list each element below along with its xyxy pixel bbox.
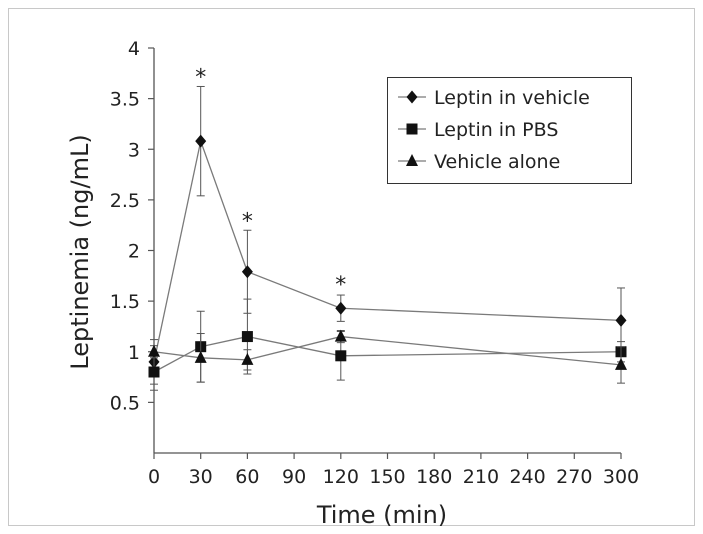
x-tick-label: 120 [323, 466, 359, 488]
x-tick-label: 270 [556, 466, 592, 488]
significance-star: * [195, 65, 206, 90]
y-tick-label: 4 [128, 38, 140, 60]
significance-star: * [335, 273, 346, 298]
x-tick-label: 180 [416, 466, 452, 488]
data-point [615, 357, 627, 370]
x-axis-label: Time (min) [316, 501, 447, 529]
series-square [148, 298, 627, 391]
x-tick-label: 0 [148, 466, 160, 488]
chart-outer-border [8, 8, 695, 526]
y-axis-label: Leptinemia (ng/mL) [66, 134, 94, 369]
data-point [335, 350, 347, 362]
y-tick-label: 2.5 [110, 190, 140, 212]
x-tick-label: 150 [369, 466, 405, 488]
legend-label: Leptin in PBS [434, 119, 558, 141]
series-line [153, 335, 622, 366]
y-tick-label: 1.5 [110, 291, 140, 313]
legend-label: Leptin in vehicle [434, 87, 590, 109]
annotations: * * * [195, 65, 346, 298]
y-tick-label: 0.5 [110, 392, 140, 414]
data-point [334, 329, 347, 342]
legend-label: Vehicle alone [434, 151, 560, 173]
axes: 0.5 1 1.5 2 2.5 3 3.5 4 0 30 60 90 120 150 180 210 240 27… [110, 38, 639, 488]
x-tick-label: 30 [189, 466, 213, 488]
series-triangle [148, 329, 627, 384]
y-tick-label: 2 [128, 241, 140, 263]
legend-marker [406, 123, 418, 135]
data-point [148, 344, 160, 357]
legend-marker [406, 154, 418, 166]
data-point [241, 265, 253, 279]
series-layer [148, 85, 627, 391]
data-point [241, 352, 254, 365]
y-tick-label: 3 [128, 139, 140, 161]
x-tick-label: 240 [509, 466, 545, 488]
legend: Leptin in vehicle Leptin in PBS Vehicle al… [387, 77, 632, 184]
x-tick-label: 60 [235, 466, 259, 488]
data-point [615, 313, 627, 327]
legend-box [387, 77, 632, 184]
significance-star: * [242, 209, 253, 234]
data-point [148, 366, 160, 378]
x-tick-label: 210 [463, 466, 499, 488]
data-point [195, 134, 207, 148]
data-point [335, 301, 347, 315]
legend-marker [406, 90, 418, 104]
x-tick-label: 90 [282, 466, 306, 488]
y-tick-label: 3.5 [110, 89, 140, 111]
data-point [241, 331, 253, 343]
data-point [194, 350, 207, 363]
x-tick-label: 300 [603, 466, 639, 488]
y-tick-label: 1 [128, 342, 140, 364]
